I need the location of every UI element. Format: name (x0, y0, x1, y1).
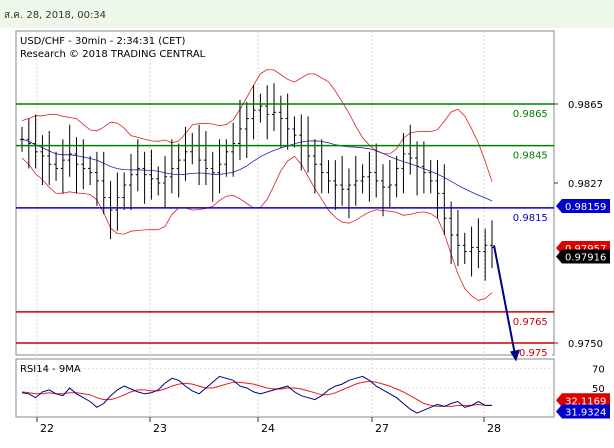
price-tag (556, 199, 610, 214)
bollinger-upper (21, 69, 493, 182)
price-tag-label: 0.98159 (565, 202, 606, 213)
rsi-tick-label: 50 (592, 384, 605, 395)
forecast-arrow-head (510, 349, 520, 362)
x-tick-label: 23 (153, 422, 167, 435)
x-tick-label: 22 (40, 422, 54, 435)
x-tick-label: 27 (375, 422, 389, 435)
level-label: 0.9845 (513, 151, 548, 162)
y-tick-label: 0.9750 (568, 339, 603, 350)
price-tag-label: 0.97957 (565, 244, 606, 255)
y-tick-label: 0.9865 (568, 100, 603, 111)
level-label-bg (510, 210, 552, 223)
moving-average (21, 138, 493, 202)
rsi-value-tag (556, 404, 610, 419)
rsi-tick-label: 70 (592, 365, 605, 376)
chart-title: USD/CHF - 30min - 2:34:31 (CET) (20, 36, 186, 47)
level-label: 0.975 (519, 348, 548, 359)
main-panel-frame (15, 30, 555, 356)
level-label-bg (510, 107, 552, 119)
rsi-line (21, 375, 492, 414)
level-label: 0.9865 (513, 109, 548, 120)
rsi-value-label: 31.9324 (565, 407, 606, 418)
x-tick-label: 24 (261, 422, 275, 435)
rsi-value-label: 32.1169 (565, 396, 606, 407)
level-label: 0.9815 (513, 213, 548, 224)
rsi-value-tag (556, 393, 610, 408)
rsi-title: RSI14 - 9MA (20, 364, 81, 375)
level-label-bg (510, 314, 552, 327)
rsi-ma-line (21, 380, 492, 407)
forecast-arrow-shaft (493, 245, 516, 355)
price-tag-label: 0.97916 (565, 253, 606, 264)
level-label: 0.9765 (513, 317, 548, 328)
header-bar: ส.ค. 28, 2018, 00:34 (0, 0, 614, 28)
x-tick-label: 28 (487, 422, 501, 435)
chart-subtitle: Research © 2018 TRADING CENTRAL (20, 49, 206, 60)
y-tick-label: 0.9827 (568, 179, 603, 190)
price-tag (556, 249, 610, 264)
timestamp: ส.ค. 28, 2018, 00:34 (4, 10, 107, 21)
level-label-bg (510, 148, 552, 161)
level-label-bg (517, 346, 552, 358)
